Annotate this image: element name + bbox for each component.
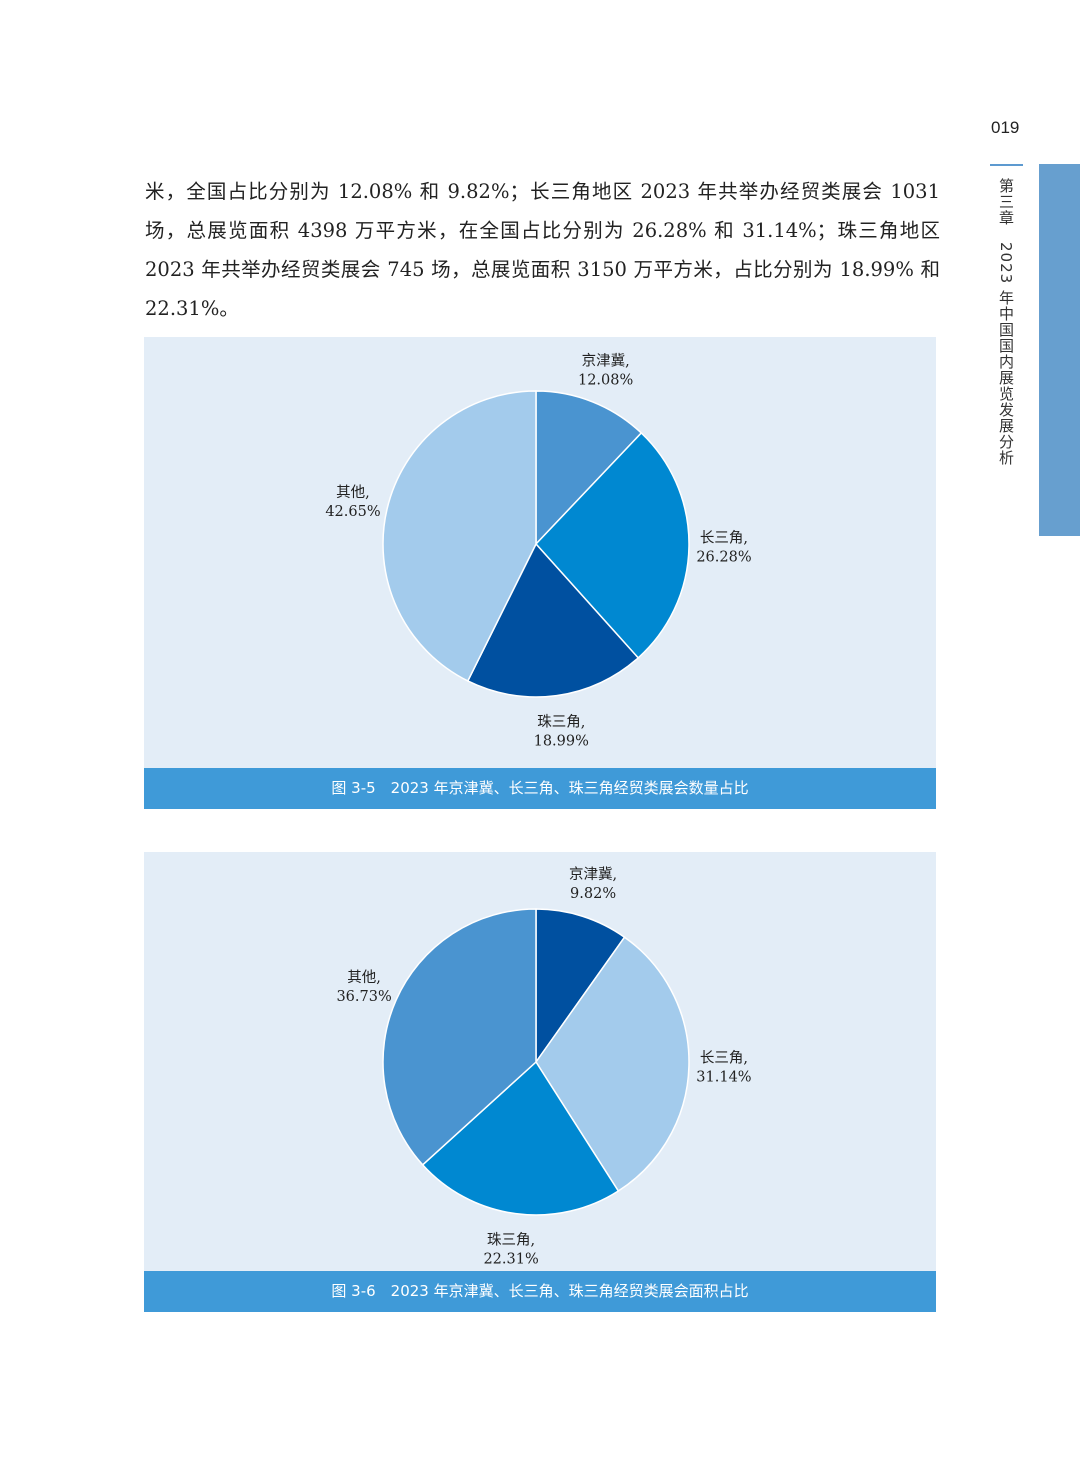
slice-label: 京津冀,	[569, 866, 617, 883]
slice-label: 珠三角,	[537, 713, 585, 730]
page-number: 019	[991, 118, 1020, 137]
chapter-tab	[1039, 164, 1080, 536]
slice-pct: 31.14%	[696, 1070, 751, 1086]
pie-slice	[535, 908, 626, 1065]
slice-pct: 42.65%	[325, 504, 380, 520]
slice-pct: 18.99%	[534, 733, 589, 749]
pie-slice	[421, 1060, 620, 1216]
slice-pct: 12.08%	[578, 372, 633, 388]
figure-caption: 图 3-6 2023 年京津冀、长三角、珠三角经贸类展会面积占比	[144, 1271, 936, 1312]
slice-label: 珠三角,	[487, 1231, 535, 1248]
slice-pct: 9.82%	[570, 886, 616, 902]
pie-chart-area: 京津冀, 9.82% 长三角, 31.14% 珠三角, 22.31% 其他, 36.73%	[336, 866, 751, 1267]
chapter-title: 第三章 2023 年中国国内展览发展分析	[997, 178, 1015, 466]
pie-slice	[535, 390, 643, 546]
slice-pct: 22.31%	[483, 1251, 538, 1267]
pie-slice	[382, 390, 537, 682]
body-paragraph: 米，全国占比分别为 12.08% 和 9.82%；长三角地区 2023 年共举办…	[145, 180, 940, 320]
slice-pct: 36.73%	[336, 989, 391, 1005]
slice-label: 长三角,	[700, 1050, 748, 1067]
figure-3-5: 京津冀, 12.08% 长三角, 26.28% 珠三角, 18.99% 其他, 42.65% …	[144, 337, 936, 809]
slice-label: 长三角,	[700, 530, 748, 547]
figure-3-6: 京津冀, 9.82% 长三角, 31.14% 珠三角, 22.31% 其他, 36.73% 图…	[144, 852, 936, 1312]
slice-label: 其他,	[347, 969, 381, 986]
figure-caption: 图 3-5 2023 年京津冀、长三角、珠三角经贸类展会数量占比	[144, 768, 936, 809]
slice-pct: 26.28%	[696, 550, 751, 566]
slice-label: 京津冀,	[582, 352, 630, 369]
slice-label: 其他,	[336, 484, 370, 501]
pie-chart-count: 京津冀, 12.08% 长三角, 26.28% 珠三角, 18.99% 其他, 42.65%	[325, 352, 751, 749]
divider	[990, 164, 1023, 166]
pie-slice	[382, 908, 537, 1166]
pie-slice	[534, 431, 690, 659]
pie-slice	[535, 936, 690, 1193]
pie-slice	[466, 542, 640, 698]
